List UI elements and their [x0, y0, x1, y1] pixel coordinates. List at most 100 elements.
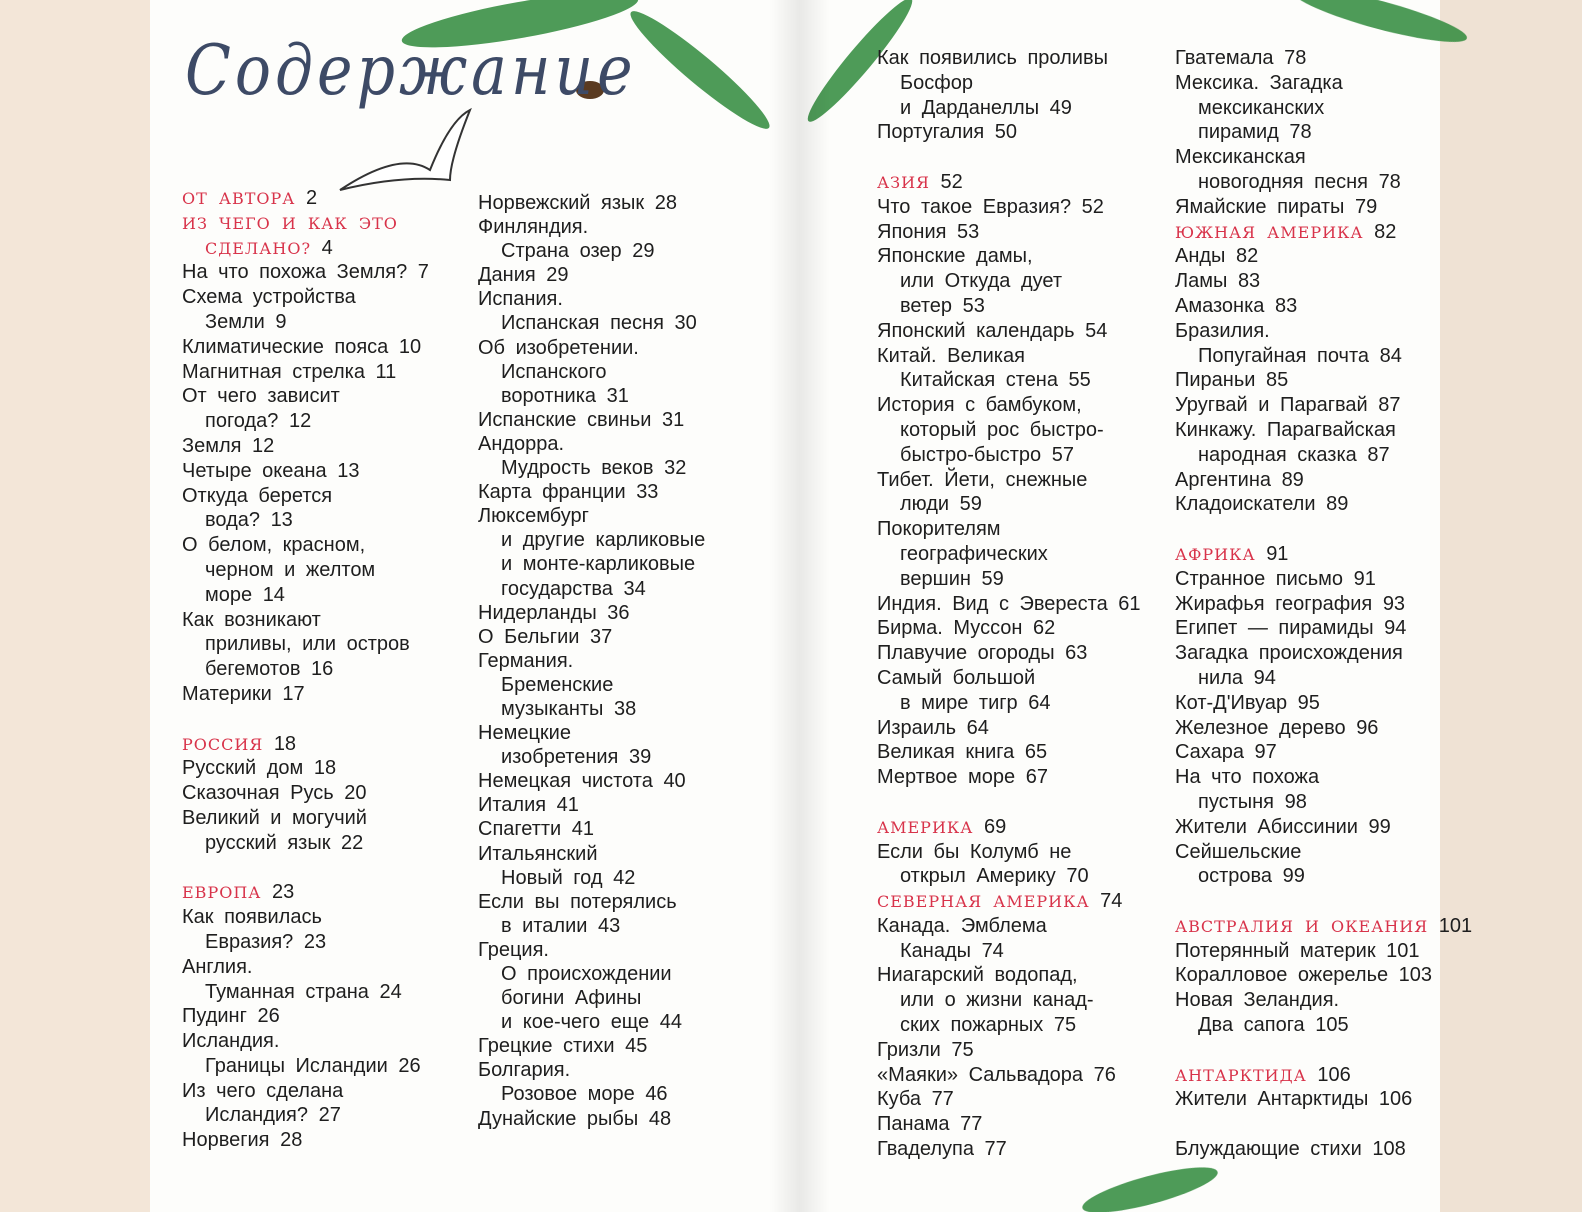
entry-text: Анды — [1175, 245, 1226, 268]
entry-text: Карта франции — [478, 481, 626, 504]
entry-text: Амазонка — [1175, 294, 1265, 317]
page-number: 89 — [1326, 493, 1349, 516]
entry-text: На что похожа Земля? — [182, 261, 408, 284]
section-heading: АФРИКА 91 — [1175, 542, 1472, 567]
entry-line: черном и желтом — [182, 558, 429, 583]
page-number: 53 — [962, 294, 985, 317]
gutter — [770, 0, 830, 1212]
toc-entry: О белом, красном, черном и желтом море 14 — [182, 533, 429, 607]
page-number: 62 — [1033, 617, 1056, 640]
entry-text: Исландия? — [205, 1104, 309, 1127]
entry-line: ОТ АВТОРА 2 — [182, 186, 429, 211]
entry-line: Два сапога 105 — [1175, 1013, 1472, 1038]
page-number: 39 — [628, 746, 652, 769]
toc-entry: Спагетти 41 — [478, 817, 705, 841]
entry-text: бегемотов — [205, 658, 301, 681]
entry-text: О белом, красном, — [182, 534, 366, 557]
page-number: 12 — [252, 434, 275, 457]
entry-line: Откуда берется — [182, 484, 429, 509]
toc-entry: Япония 53 — [877, 220, 1141, 245]
section-heading: АЗИЯ 52 — [877, 170, 1141, 195]
page-number: 10 — [398, 335, 422, 358]
entry-text: Великий и могучий — [182, 806, 367, 829]
page-number: 106 — [1317, 1063, 1351, 1086]
toc-entry: Блуждающие стихи 108 — [1175, 1137, 1472, 1162]
entry-line: Греция. — [478, 938, 705, 962]
entry-text: Япония — [877, 220, 947, 243]
entry-line: Карта франции 33 — [478, 480, 705, 504]
toc-entry: Сахара 97 — [1175, 740, 1472, 765]
entry-text: Сейшельские — [1175, 840, 1302, 863]
toc-entry: История с бамбуком, который рос быстро-бы… — [877, 393, 1141, 467]
entry-text: Германия. — [478, 649, 574, 672]
entry-text: Гваделупа — [877, 1138, 974, 1161]
entry-text: Попугайная почта — [1198, 344, 1370, 367]
entry-line: ветер 53 — [877, 294, 1141, 319]
entry-text: пирамид — [1198, 121, 1279, 144]
toc-entry: Андорра. Мудрость веков 32 — [478, 432, 705, 480]
entry-text: АВСТРАЛИЯ И ОКЕАНИЯ — [1175, 916, 1429, 936]
entry-line: в мире тигр 64 — [877, 691, 1141, 716]
toc-entry: На что похожа Земля? 7 — [182, 260, 429, 285]
toc-entry: Странное письмо 91 — [1175, 567, 1472, 592]
entry-line: Евразия? 23 — [182, 930, 429, 955]
entry-text: Покорителям — [877, 518, 1001, 541]
entry-text: Великая книга — [877, 741, 1015, 764]
page-number: 43 — [598, 914, 621, 937]
section-heading: АМЕРИКА 69 — [877, 815, 1141, 840]
entry-line: бегемотов 16 — [182, 657, 429, 682]
toc-entry: Гватемала 78 — [1175, 46, 1472, 71]
page-number: 20 — [344, 782, 367, 805]
toc-entry: Жители Антарктиды 106 — [1175, 1087, 1472, 1112]
page-number: 103 — [1398, 964, 1433, 987]
seagull — [339, 107, 472, 191]
page-number: 40 — [663, 770, 686, 793]
page-number: 59 — [959, 493, 982, 516]
palm-leaves — [401, 0, 1468, 1212]
illustration-strip-left — [0, 0, 150, 1212]
entry-line: Египет — пирамиды 94 — [1175, 616, 1472, 641]
entry-text: Жирафья география — [1175, 592, 1373, 615]
entry-line: Материки 17 — [182, 682, 429, 707]
entry-text: Самый большой — [877, 666, 1036, 689]
entry-line: АЗИЯ 52 — [877, 170, 1141, 195]
toc-column: Гватемала 78 Мексика. Загадка мексиканских… — [1175, 46, 1472, 1162]
toc-entry: Материки 17 — [182, 682, 429, 707]
page-number: 18 — [313, 757, 337, 780]
toc-entry: Немецкая чистота 40 — [478, 769, 705, 793]
entry-text: государства — [501, 577, 613, 600]
toc-entry: Италия 41 — [478, 793, 705, 817]
entry-text: в мире тигр — [900, 691, 1018, 714]
page-number: 31 — [606, 384, 629, 407]
entry-line: Индия. Вид с Эвереста 61 — [877, 592, 1141, 617]
entry-line: РОССИЯ 18 — [182, 732, 429, 757]
entry-text: Англия. — [182, 955, 253, 978]
toc-entry: Климатические пояса 10 — [182, 335, 429, 360]
page-number: 13 — [270, 509, 293, 532]
entry-text: Аргентина — [1175, 468, 1271, 491]
page-number: 105 — [1315, 1014, 1349, 1037]
page-number: 82 — [1374, 220, 1397, 243]
entry-line: Немецкая чистота 40 — [478, 769, 705, 793]
entry-text: На что похожа — [1175, 766, 1320, 789]
entry-line: открыл Америку 70 — [877, 864, 1141, 889]
page-number: 91 — [1353, 567, 1376, 590]
entry-text: Мексиканская — [1175, 146, 1306, 169]
toc-entry: «Маяки» Сальвадора 76 — [877, 1063, 1141, 1088]
entry-text: «Маяки» Сальвадора — [877, 1063, 1084, 1086]
toc-entry: Кладоискатели 89 — [1175, 492, 1472, 517]
entry-line: Земля 12 — [182, 434, 429, 459]
entry-line: Что такое Евразия? 52 — [877, 195, 1141, 220]
entry-text: Сказочная Русь — [182, 782, 334, 805]
entry-text: Ламы — [1175, 270, 1228, 293]
page-number: 78 — [1289, 121, 1312, 144]
entry-text: РОССИЯ — [182, 734, 264, 754]
entry-line: государства 34 — [478, 577, 705, 601]
page-number: 28 — [280, 1129, 303, 1152]
entry-text: Коралловое ожерелье — [1175, 964, 1389, 987]
entry-text: погода? — [205, 410, 279, 433]
entry-text: Ниагарский водопад, — [877, 964, 1078, 987]
entry-text: в италии — [501, 914, 588, 937]
entry-line: ЮЖНАЯ АМЕРИКА 82 — [1175, 220, 1472, 245]
toc-entry: Пудинг 26 — [182, 1004, 429, 1029]
